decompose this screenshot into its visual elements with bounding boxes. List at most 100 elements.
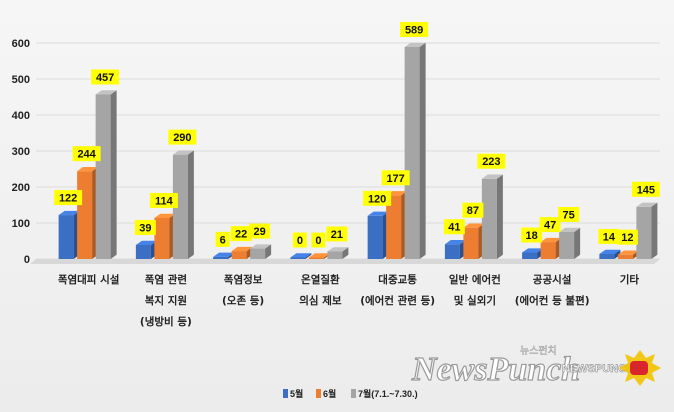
bar-top [250,244,272,249]
bar-top [327,247,349,252]
data-label-box [134,219,156,235]
bar-side [305,253,312,259]
bar-top [154,213,176,218]
bar-side [110,90,117,259]
y-tick-label: 600 [12,38,30,50]
category-label: (냉방비 등) [140,315,192,328]
legend: 5월 6월 7월(7.1.~7.30.) [283,388,418,399]
bar-front [327,251,343,259]
bar-front [522,252,538,259]
bar [308,253,330,259]
bar-top [404,42,426,47]
bar-top [599,249,621,254]
punch-glove-icon [619,350,661,386]
legend-swatch [351,389,356,398]
category-label: 복지 지원 [145,294,187,307]
y-tick-label: 200 [12,182,30,194]
bar [522,248,544,259]
data-label: 22 [235,229,247,241]
bar-front [540,242,556,259]
bar [481,174,503,259]
bar-top [463,223,485,228]
bar [599,249,621,259]
data-label-box [521,227,543,243]
data-label-box [311,232,326,248]
bar [444,240,466,259]
bar-front [308,257,324,259]
bar-top [135,240,157,245]
bar-front [481,178,497,259]
data-label-box [249,223,271,239]
bar [463,223,485,259]
category-label: 폭염정보 [224,273,263,286]
bar-side [187,150,194,259]
data-label: 0 [315,235,321,247]
data-label-box [443,219,465,235]
data-label: 120 [368,193,386,205]
bar-front [404,46,420,260]
bar [540,237,562,259]
data-label: 29 [254,226,266,238]
data-label: 290 [173,132,191,144]
watermark-korean: 뉴스펀치 [520,345,557,357]
bar-side [651,202,658,259]
bar [636,202,658,259]
bar-front [135,244,151,259]
bar-top [213,252,235,257]
bar-front [599,253,615,259]
legend-label: 7월(7.1.~7.30.) [358,388,418,399]
bar-top [481,174,503,179]
bar-top [386,191,408,196]
bar-side [419,42,426,260]
bar-front [250,248,266,259]
data-label: 6 [220,234,226,246]
bar-side [342,247,349,259]
bar [559,227,581,259]
category-label: 의심 제보 [299,294,342,307]
bar [290,253,312,259]
watermark: NewsPunch 뉴스펀치 NEWSPUNCH [410,345,661,389]
data-label-box [91,69,120,85]
bar-side [614,249,621,259]
category-label: 폭염 관련 [145,273,187,286]
y-tick-label: 0 [24,254,30,266]
data-label-box [477,153,506,169]
bar-top [58,210,80,216]
bar [213,252,235,259]
data-label: 14 [603,231,616,243]
data-label: 47 [544,220,556,232]
bar-top [367,211,389,216]
chart-floor [30,259,660,264]
bar [404,42,426,260]
bar-top [522,248,544,253]
data-label: 244 [77,149,96,161]
watermark-logo: NewsPunch [411,351,580,388]
data-label: 21 [331,229,343,241]
bar [250,244,272,259]
bar-side [265,244,272,259]
data-label: 589 [405,24,423,36]
bar [327,247,349,259]
data-label: 39 [139,222,151,234]
data-label: 18 [526,230,538,242]
category-label: 대중교통 [378,273,417,286]
data-label: 0 [297,235,303,247]
data-label: 12 [621,232,633,244]
bar [135,240,157,259]
bar [367,211,389,259]
bar-top [231,246,253,252]
data-label: 75 [563,210,575,222]
category-label: 및 실외기 [454,294,496,307]
y-tick-label: 100 [12,218,30,230]
data-label-box [54,190,83,206]
data-label-box [400,21,429,37]
bar-front [77,171,93,259]
legend-label: 5월 [290,388,303,399]
bar-top [636,202,658,207]
y-axis: 0 100 200 300 400 500 600 [12,38,30,266]
bar [58,210,80,259]
legend-item: 7월(7.1.~7.30.) [351,388,418,399]
bar [617,250,639,259]
